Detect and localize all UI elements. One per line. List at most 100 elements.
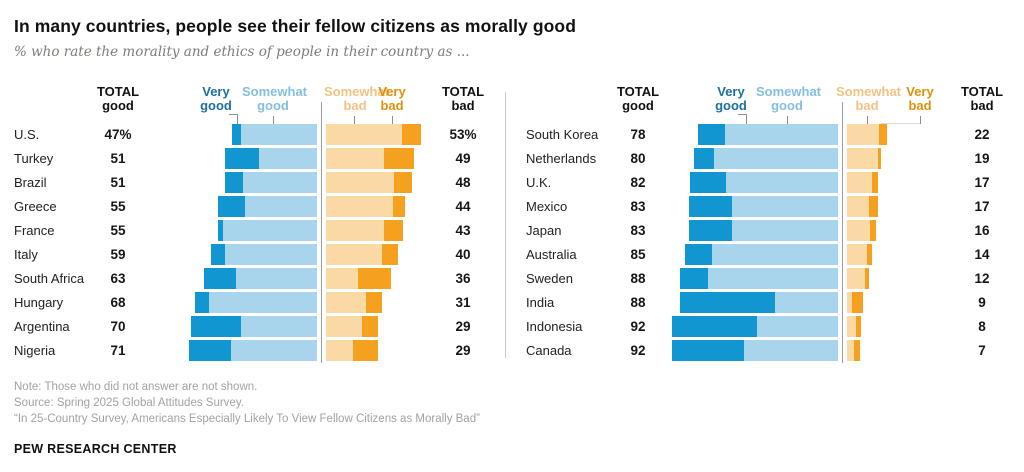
country-label: Turkey bbox=[14, 151, 54, 166]
country-label: Canada bbox=[526, 343, 572, 358]
good-bar bbox=[670, 340, 838, 361]
total-bad-value: 16 bbox=[974, 223, 990, 238]
bad-bar bbox=[847, 196, 952, 217]
total-bad-value: 36 bbox=[455, 271, 471, 286]
somewhat-good-segment bbox=[241, 124, 317, 145]
somewhat-good-segment bbox=[712, 244, 838, 265]
somewhat-bad-segment bbox=[847, 220, 871, 241]
legend-somewhat-bad-line2: bad bbox=[855, 98, 879, 114]
bar-group bbox=[187, 196, 440, 217]
total-good-value: 92 bbox=[630, 319, 646, 334]
bar-group bbox=[187, 244, 440, 265]
legend-somewhat-good-line1: Somewhat bbox=[756, 83, 822, 99]
total-bad-header-line2: bad bbox=[451, 98, 475, 114]
panel-left-rows: U.S. 47% 53% Turkey 51 49 Brazil 51 48 Greece 55 44… bbox=[14, 124, 486, 361]
panel-right-rows: South Korea 78 22 Netherlands 80 19 U.K. 82 17 Me… bbox=[526, 124, 1012, 361]
total-bad-header: TOTAL bad bbox=[440, 76, 486, 124]
bad-bar bbox=[326, 196, 440, 217]
somewhat-bad-segment bbox=[847, 148, 878, 169]
very-bad-segment bbox=[865, 268, 869, 289]
bar-group bbox=[670, 244, 952, 265]
good-bar bbox=[670, 292, 838, 313]
total-good-value: 85 bbox=[630, 247, 646, 262]
panels-container: TOTAL good Very good Somewhat good Somewha… bbox=[14, 76, 1014, 364]
very-bad-segment bbox=[381, 244, 398, 265]
chart-subtitle: % who rate the morality and ethics of pe… bbox=[14, 44, 470, 60]
bar-group bbox=[187, 220, 440, 241]
very-bad-tick-icon bbox=[392, 116, 393, 124]
country-label: Brazil bbox=[14, 175, 47, 190]
country-row: Turkey 51 49 bbox=[14, 148, 486, 169]
total-bad-value: 8 bbox=[978, 319, 986, 334]
good-bar bbox=[187, 340, 317, 361]
country-row: Mexico 83 17 bbox=[526, 196, 1012, 217]
good-bar bbox=[187, 316, 317, 337]
footer-source: Source: Spring 2025 Global Attitudes Sur… bbox=[14, 397, 244, 410]
country-label: Sweden bbox=[526, 271, 573, 286]
somewhat-bad-segment bbox=[847, 316, 856, 337]
total-bad-value: 12 bbox=[974, 271, 990, 286]
total-bad-header: TOTAL bad bbox=[952, 76, 1012, 124]
somewhat-bad-segment bbox=[326, 196, 393, 217]
very-bad-segment bbox=[394, 172, 413, 193]
country-label: France bbox=[14, 223, 55, 238]
total-good-header: TOTAL good bbox=[94, 76, 187, 124]
good-bar bbox=[187, 196, 317, 217]
very-good-segment bbox=[194, 292, 209, 313]
country-label: Italy bbox=[14, 247, 38, 262]
country-row: France 55 43 bbox=[14, 220, 486, 241]
panel-separator bbox=[505, 92, 506, 358]
total-good-value: 83 bbox=[630, 199, 646, 214]
total-good-value: 59 bbox=[110, 247, 126, 262]
country-row: Netherlands 80 19 bbox=[526, 148, 1012, 169]
total-good-value: 88 bbox=[630, 295, 646, 310]
country-label: Hungary bbox=[14, 295, 64, 310]
total-bad-header-line1: TOTAL bbox=[441, 83, 485, 99]
somewhat-bad-tick-icon bbox=[354, 116, 355, 124]
total-good-value: 47% bbox=[104, 127, 132, 142]
bad-bar bbox=[326, 268, 440, 289]
panel-left: TOTAL good Very good Somewhat good Somewha… bbox=[14, 76, 486, 364]
total-good-value: 51 bbox=[110, 151, 126, 166]
bad-bar bbox=[326, 340, 440, 361]
somewhat-good-segment bbox=[245, 196, 317, 217]
good-bar bbox=[187, 244, 317, 265]
bar-group bbox=[670, 268, 952, 289]
header-spacer bbox=[526, 76, 614, 124]
very-good-segment bbox=[232, 124, 242, 145]
very-good-segment bbox=[189, 340, 231, 361]
bad-bar bbox=[847, 244, 952, 265]
very-bad-segment bbox=[383, 148, 415, 169]
very-bad-segment bbox=[866, 244, 873, 265]
somewhat-bad-segment bbox=[847, 244, 867, 265]
total-bad-value: 53% bbox=[449, 127, 477, 142]
bad-bar bbox=[326, 292, 440, 313]
total-bad-value: 43 bbox=[455, 223, 471, 238]
somewhat-bad-segment bbox=[326, 244, 382, 265]
total-bad-value: 7 bbox=[978, 343, 986, 358]
somewhat-bad-segment bbox=[326, 124, 402, 145]
good-bar bbox=[670, 220, 838, 241]
very-good-pointer-icon bbox=[229, 114, 238, 124]
somewhat-bad-segment bbox=[326, 172, 395, 193]
country-row: Argentina 70 29 bbox=[14, 316, 486, 337]
country-label: Mexico bbox=[526, 199, 568, 214]
very-bad-segment bbox=[877, 148, 882, 169]
bar-group bbox=[187, 292, 440, 313]
bad-bar bbox=[326, 244, 440, 265]
very-good-pointer-icon bbox=[738, 114, 747, 124]
total-good-header: TOTAL good bbox=[614, 76, 670, 124]
very-good-segment bbox=[672, 316, 757, 337]
country-label: Australia bbox=[526, 247, 577, 262]
legend-somewhat-good: Somewhat good bbox=[242, 84, 307, 114]
total-bad-value: 14 bbox=[974, 247, 990, 262]
good-bad-divider bbox=[321, 102, 322, 363]
bad-bar bbox=[847, 172, 952, 193]
bad-bar bbox=[326, 172, 440, 193]
somewhat-good-segment bbox=[757, 316, 838, 337]
bad-bar bbox=[847, 148, 952, 169]
somewhat-bad-segment bbox=[847, 268, 865, 289]
total-good-value: 63 bbox=[110, 271, 126, 286]
country-label: U.K. bbox=[526, 175, 552, 190]
legend-somewhat-good-line2: good bbox=[257, 98, 289, 114]
